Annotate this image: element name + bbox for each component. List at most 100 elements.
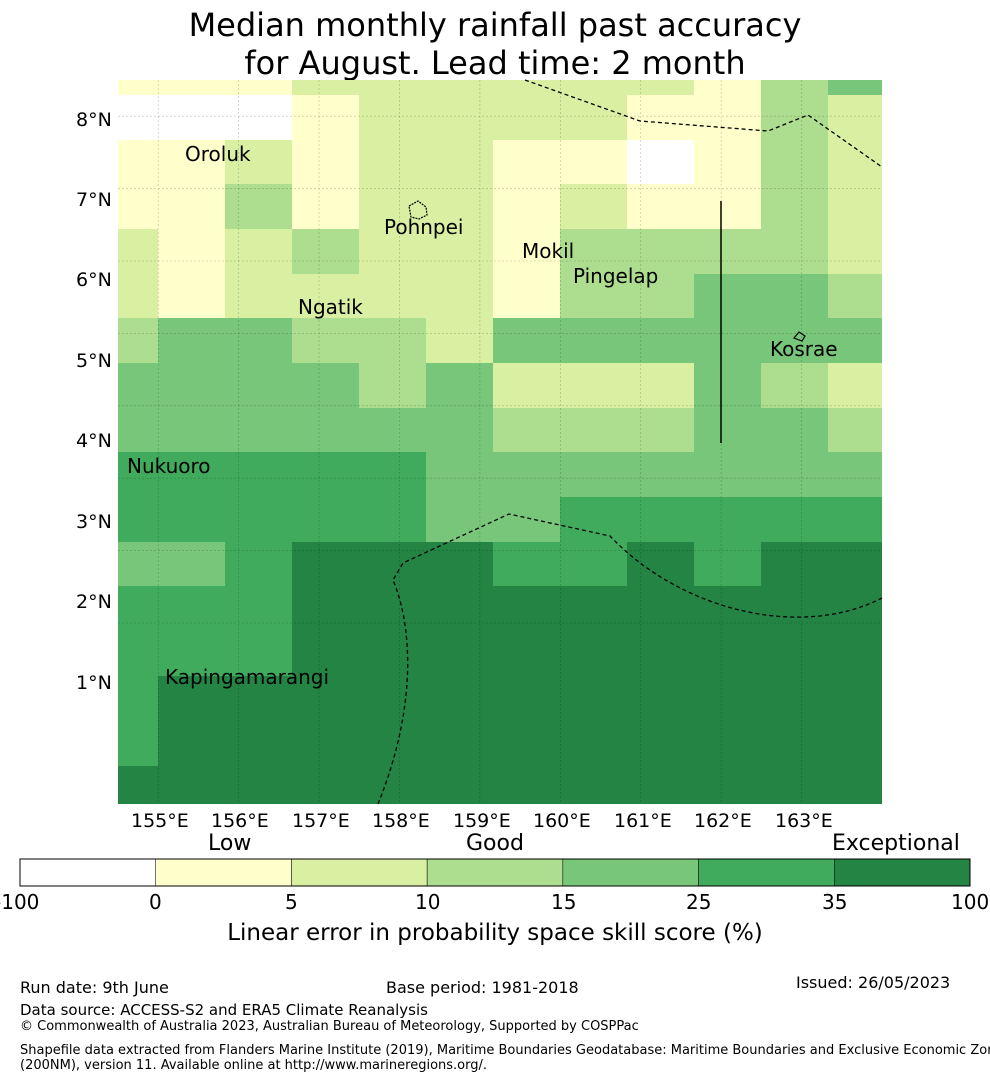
- skill-cell: [761, 676, 828, 766]
- lat-tick-label: 8°N: [76, 109, 112, 131]
- island-outlines: [408, 200, 806, 342]
- skill-cell: [694, 408, 761, 452]
- skill-cell: [359, 542, 426, 586]
- skill-cell: [426, 184, 493, 229]
- skill-cell: [359, 363, 426, 408]
- skill-cell: [359, 586, 426, 676]
- skill-cell: [828, 676, 882, 766]
- skill-cell: [359, 229, 426, 274]
- skill-cell: [493, 274, 560, 318]
- skill-cell: [158, 140, 225, 184]
- skill-cell: [118, 140, 158, 184]
- skill-cell: [694, 497, 761, 542]
- colorbar-tick: 0: [149, 890, 162, 914]
- skill-cell: [158, 274, 225, 318]
- skill-cell: [761, 586, 828, 676]
- colorbar-category-good: Good: [466, 831, 524, 856]
- skill-cell: [560, 80, 627, 95]
- skill-cell: [761, 452, 828, 497]
- skill-cell: [493, 452, 560, 497]
- skill-cell: [158, 408, 225, 452]
- skill-cell: [627, 229, 694, 274]
- skill-cell: [627, 363, 694, 408]
- skill-cell: [158, 766, 225, 804]
- colorbar-segment: [291, 858, 428, 887]
- boundary-south-central: [377, 513, 883, 805]
- skill-cell: [627, 318, 694, 363]
- skill-cell: [627, 95, 694, 140]
- skill-cell: [560, 140, 627, 184]
- skill-cell: [158, 497, 225, 542]
- skill-cell: [828, 408, 882, 452]
- skill-cell: [761, 363, 828, 408]
- lon-tick-label: 158°E: [372, 810, 430, 832]
- skill-cell: [158, 363, 225, 408]
- skill-cell: [359, 766, 426, 804]
- map-title-line2: for August. Lead time: 2 month: [244, 44, 746, 82]
- skill-cell: [118, 452, 158, 497]
- skill-cell: [694, 184, 761, 229]
- skill-cell: [292, 586, 359, 676]
- skill-cell: [118, 497, 158, 542]
- skill-cell: [225, 274, 292, 318]
- colorbar-frame: [19, 858, 971, 887]
- skill-cell: [359, 274, 426, 318]
- skill-cell: [292, 676, 359, 766]
- skill-cell: [426, 363, 493, 408]
- place-label-ngatik: Ngatik: [298, 295, 363, 319]
- skill-cell: [359, 497, 426, 542]
- skill-cell: [493, 140, 560, 184]
- place-label-pohnpei: Pohnpei: [384, 215, 464, 239]
- skill-cell: [493, 497, 560, 542]
- skill-cell: [426, 586, 493, 676]
- place-label-nukuoro: Nukuoro: [127, 454, 211, 478]
- skill-cell: [359, 80, 426, 95]
- colorbar-segment: [562, 858, 699, 887]
- skill-cell: [292, 95, 359, 140]
- colorbar-tick: 10: [415, 890, 441, 914]
- skill-cell: [426, 542, 493, 586]
- skill-cell: [828, 766, 882, 804]
- skill-cell: [560, 766, 627, 804]
- skill-cell: [761, 229, 828, 274]
- skill-cell: [118, 318, 158, 363]
- skill-cell: [627, 274, 694, 318]
- skill-cell: [694, 80, 761, 95]
- skill-cell: [225, 452, 292, 497]
- pohnpei-outline: [408, 200, 428, 220]
- colorbar-title: Linear error in probability space skill …: [227, 920, 763, 946]
- skill-cell: [493, 318, 560, 363]
- skill-cell: [694, 318, 761, 363]
- skill-cell: [158, 542, 225, 586]
- base-period: Base period: 1981-2018: [386, 978, 579, 997]
- skill-cell: [292, 184, 359, 229]
- skill-cell: [761, 274, 828, 318]
- skill-cell: [225, 229, 292, 274]
- skill-cell: [225, 586, 292, 676]
- skill-cell: [292, 229, 359, 274]
- skill-cell: [761, 80, 828, 95]
- skill-cell: [828, 497, 882, 542]
- skill-cell: [627, 586, 694, 676]
- lat-tick-label: 7°N: [76, 189, 112, 211]
- skill-cell: [426, 676, 493, 766]
- skill-cell: [761, 184, 828, 229]
- skill-cell: [828, 229, 882, 274]
- skill-cell: [359, 184, 426, 229]
- skill-cell: [359, 140, 426, 184]
- skill-cell: [560, 95, 627, 140]
- skill-cell: [627, 80, 694, 95]
- data-source: Data source: ACCESS-S2 and ERA5 Climate …: [20, 1001, 428, 1019]
- colorbar: [19, 858, 971, 887]
- skill-cell: [828, 542, 882, 586]
- skill-cell: [761, 497, 828, 542]
- skill-cell: [560, 497, 627, 542]
- skill-cell: [828, 318, 882, 363]
- skill-cell: [359, 408, 426, 452]
- skill-cell: [560, 408, 627, 452]
- skill-cell: [828, 184, 882, 229]
- skill-cell: [493, 676, 560, 766]
- skill-cell: [292, 452, 359, 497]
- skill-cell: [359, 318, 426, 363]
- skill-cell: [493, 95, 560, 140]
